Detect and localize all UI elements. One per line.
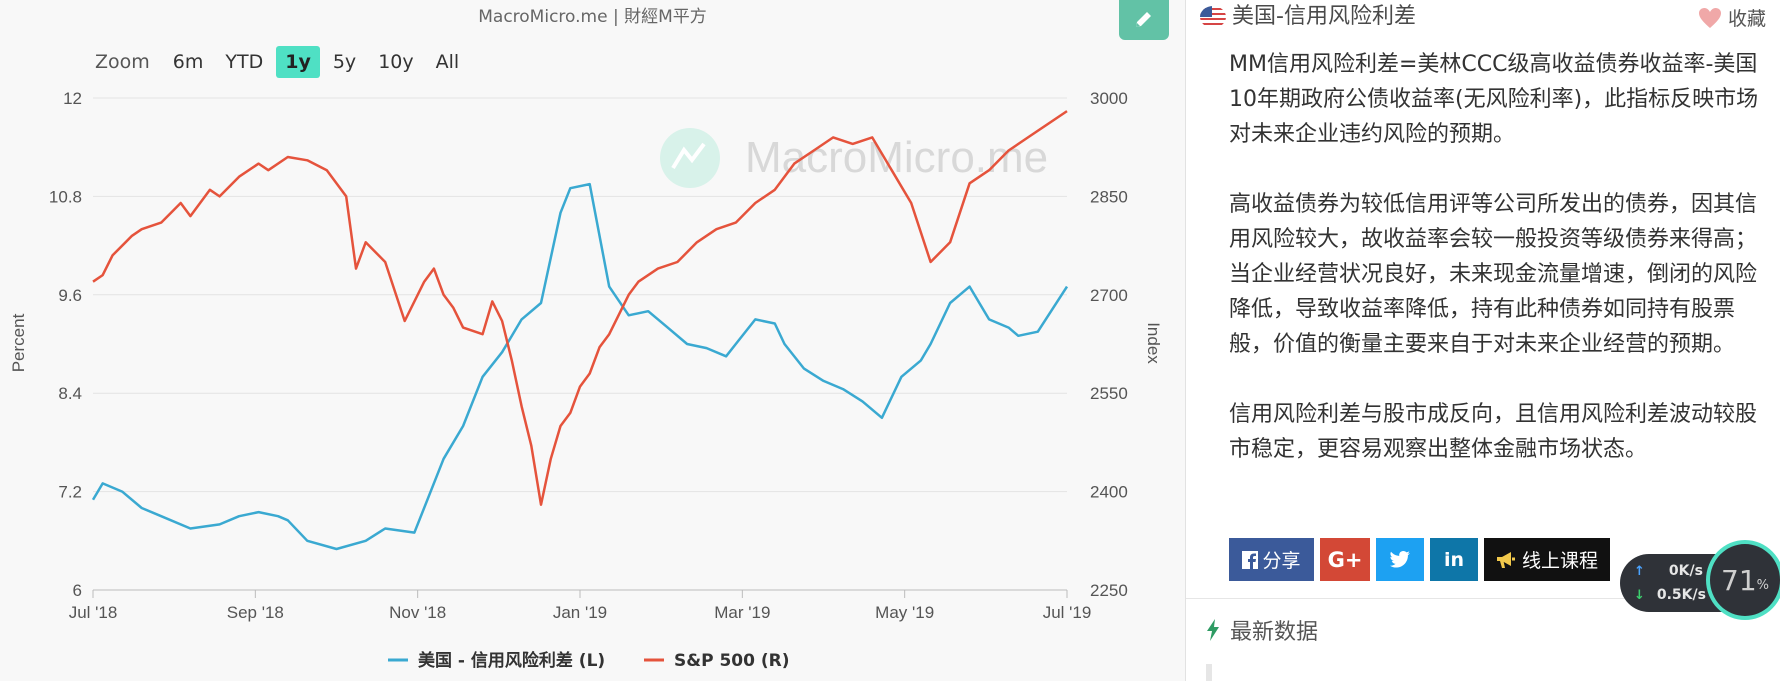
panel-divider — [1185, 0, 1186, 681]
y-right-tick-label: 2850 — [1090, 187, 1128, 206]
download-speed: ↓ 0.5K/s — [1634, 587, 1706, 603]
latest-data-label: 最新数据 — [1230, 620, 1319, 645]
watermark: MacroMicro.me — [660, 128, 1048, 188]
x-tick-label: Sep '18 — [227, 603, 284, 622]
twitter-icon — [1390, 551, 1410, 568]
section-divider — [1186, 598, 1780, 599]
description-paragraph: 高收益债券为较低信用评等公司所发出的债券，因其信用风险较大，故收益率会较一般投资… — [1229, 192, 1758, 357]
memory-usage-value: 71 — [1721, 563, 1757, 597]
chart: MacroMicro.me Percent Index 12 3000 10.8 28… — [9, 89, 1163, 671]
memory-usage-suffix: % — [1756, 577, 1769, 593]
y-left-tick-label: 10.8 — [49, 187, 82, 206]
y-right-tick-label: 2700 — [1090, 286, 1128, 305]
pencil-icon — [1136, 12, 1151, 27]
zoom-10y-button[interactable]: 10y — [378, 51, 414, 73]
series-line-sp500[interactable] — [92, 110, 1068, 506]
edit-button[interactable] — [1119, 0, 1169, 40]
share-bar: 分享 G+ in 线上课程 — [1229, 538, 1616, 581]
latest-data-header: 最新数据 — [1206, 614, 1318, 646]
twitter-share-button[interactable] — [1376, 538, 1424, 581]
lightning-icon — [1207, 619, 1219, 641]
legend-label-spread[interactable]: 美国 - 信用风险利差 (L) — [418, 650, 605, 671]
chart-credit: MacroMicro.me | 財經M平方 — [478, 7, 707, 27]
y-left-tick-label: 7.2 — [58, 483, 82, 502]
y-right-tick-label: 2400 — [1090, 483, 1128, 502]
favorite-label: 收藏 — [1727, 8, 1766, 30]
download-arrow-icon: ↓ — [1634, 588, 1645, 603]
x-tick-label: Mar '19 — [714, 603, 770, 622]
description-paragraph: MM信用风险利差=美林CCC级高收益债券收益率-美国10年期政府公债收益率(无风… — [1229, 52, 1759, 147]
network-speed-widget[interactable]: ↑ 0K/s ↓ 0.5K/s 71% — [1620, 540, 1780, 620]
y-right-tick-label: 3000 — [1090, 89, 1128, 108]
zoom-6m-button[interactable]: 6m — [172, 51, 204, 73]
us-flag-icon — [1200, 6, 1226, 28]
y-right-tick-label: 2550 — [1090, 384, 1128, 403]
online-course-button[interactable]: 线上课程 — [1484, 538, 1610, 581]
legend: 美国 - 信用风险利差 (L) S&P 500 (R) — [388, 650, 789, 671]
upload-speed-value: 0K/s — [1668, 563, 1703, 579]
x-tick-label: May '19 — [875, 603, 934, 622]
y-right-axis-label: Index — [1144, 322, 1163, 364]
series-line-spread[interactable] — [91, 182, 1069, 551]
latest-data-list-edge — [1206, 664, 1212, 681]
heart-icon — [1698, 7, 1721, 28]
upload-arrow-icon: ↑ — [1634, 564, 1645, 579]
x-tick-label: Jan '19 — [553, 603, 607, 622]
google-plus-share-button[interactable]: G+ — [1320, 538, 1370, 581]
y-left-tick-label: 9.6 — [58, 286, 82, 305]
y-left-tick-label: 6 — [73, 581, 82, 600]
zoom-ytd-button[interactable]: YTD — [225, 51, 264, 73]
zoom-label: Zoom — [95, 51, 150, 73]
upload-speed: ↑ 0K/s — [1634, 563, 1703, 579]
description-paragraph: 信用风险利差与股市成反向，且信用风险利差波动较股市稳定，更容易观察出整体金融市场… — [1229, 402, 1758, 462]
indicator-title: 美国-信用风险利差 — [1232, 4, 1416, 29]
chart-panel: MacroMicro.me | 財經M平方 Zoom 6m YTD 1y 5y … — [9, 0, 1169, 671]
facebook-share-label: 分享 — [1262, 550, 1301, 572]
y-left-tick-label: 8.4 — [58, 384, 82, 403]
memory-usage-gauge: 71% — [1706, 540, 1780, 620]
y-right-tick-label: 2250 — [1090, 581, 1128, 600]
axes: Percent Index 12 3000 10.8 2850 9.6 2700 8.4 25… — [9, 89, 1163, 622]
favorite-button[interactable]: 收藏 — [1698, 4, 1766, 31]
indicator-description: MM信用风险利差=美林CCC级高收益债券收益率-美国10年期政府公债收益率(无风… — [1229, 47, 1774, 502]
zoom-1y-button[interactable]: 1y — [276, 46, 320, 78]
download-speed-value: 0.5K/s — [1656, 587, 1706, 603]
series — [91, 110, 1069, 551]
zoom-bar: Zoom 6m YTD 1y 5y 10y All — [95, 46, 472, 78]
x-tick-label: Jul '18 — [69, 603, 118, 622]
facebook-share-button[interactable]: 分享 — [1229, 538, 1314, 581]
zoom-5y-button[interactable]: 5y — [332, 51, 357, 73]
online-course-label: 线上课程 — [1521, 550, 1598, 572]
x-tick-label: Nov '18 — [389, 603, 446, 622]
side-header: 美国-信用风险利差 — [1200, 4, 1416, 30]
zoom-all-button[interactable]: All — [435, 51, 460, 73]
y-left-axis-label: Percent — [9, 313, 28, 372]
legend-label-sp500[interactable]: S&P 500 (R) — [674, 651, 789, 671]
linkedin-share-button[interactable]: in — [1430, 538, 1478, 581]
megaphone-icon — [1496, 551, 1515, 568]
x-tick-label: Jul '19 — [1043, 603, 1092, 622]
watermark-text: MacroMicro.me — [745, 133, 1048, 182]
y-left-tick-label: 12 — [63, 89, 82, 108]
facebook-icon — [1242, 550, 1259, 569]
